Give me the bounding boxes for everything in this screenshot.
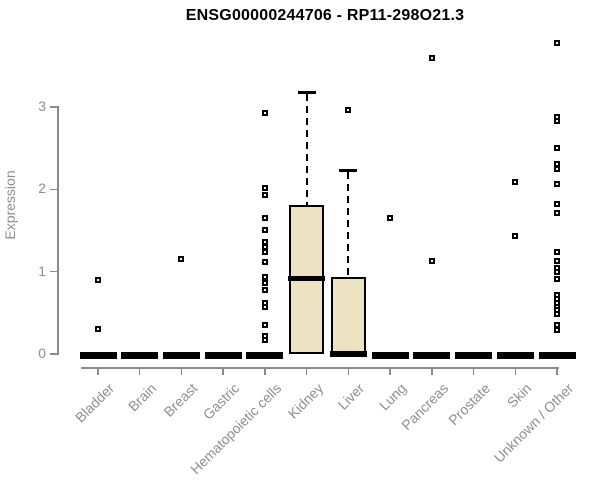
zero-bar — [204, 352, 242, 359]
outlier-point — [261, 184, 268, 191]
x-axis-line — [81, 367, 559, 369]
y-axis-tick — [50, 353, 58, 355]
y-axis-line — [57, 106, 59, 355]
chart-title: ENSG00000244706 - RP11-298O21.3 — [185, 7, 465, 24]
y-axis-tick — [50, 106, 58, 108]
x-axis-tick — [305, 368, 308, 375]
outlier-point — [428, 258, 435, 264]
outlier-point — [95, 276, 101, 283]
outlier-point — [261, 258, 268, 265]
outlier-point — [261, 322, 268, 329]
zero-bar — [413, 352, 451, 359]
outlier-point — [428, 54, 435, 61]
whisker-cap — [297, 90, 316, 94]
outlier-point — [554, 248, 561, 255]
outlier-point — [554, 327, 561, 334]
outlier-point — [261, 215, 268, 222]
x-axis-tick — [97, 368, 99, 375]
x-axis-tick — [264, 368, 266, 375]
x-axis-tick — [556, 368, 558, 375]
x-axis-tick — [180, 368, 183, 375]
outlier-point — [261, 273, 268, 280]
outlier-point — [512, 233, 519, 240]
outlier-point — [261, 192, 268, 199]
outlier-point — [95, 326, 101, 333]
outlier-point — [554, 39, 561, 46]
zero-bar — [79, 352, 117, 359]
outlier-point — [554, 118, 561, 125]
x-axis-tick — [431, 368, 433, 375]
zero-bar — [455, 352, 493, 359]
outlier-point — [261, 109, 268, 116]
outlier-point — [554, 201, 561, 208]
whisker-cap — [339, 168, 358, 172]
outlier-point — [261, 280, 268, 287]
median-line — [288, 275, 326, 281]
zero-bar — [371, 352, 409, 359]
x-axis-tick — [138, 368, 141, 375]
whisker-line — [305, 94, 308, 206]
outlier-point — [261, 304, 268, 311]
outlier-point — [345, 107, 352, 114]
outlier-point — [261, 226, 268, 233]
zero-bar — [538, 352, 576, 359]
outlier-point — [387, 215, 394, 222]
outlier-point — [261, 248, 268, 255]
y-axis-tick — [50, 188, 58, 191]
outlier-point — [554, 180, 561, 187]
outlier-point — [554, 258, 561, 264]
y-tick-label: 0 — [38, 345, 46, 361]
box — [330, 276, 366, 354]
outlier-point — [554, 210, 561, 217]
outlier-point — [554, 276, 561, 283]
zero-bar — [162, 352, 200, 359]
x-axis-tick — [472, 368, 475, 375]
zero-bar — [496, 352, 534, 359]
x-axis-tick — [222, 368, 224, 375]
outlier-point — [554, 310, 561, 317]
x-axis-tick — [389, 368, 391, 375]
y-tick-label: 2 — [38, 180, 46, 197]
outlier-point — [261, 286, 268, 293]
y-tick-label: 3 — [38, 98, 46, 115]
outlier-point — [554, 165, 561, 172]
outlier-point — [512, 178, 519, 185]
whisker-line — [347, 172, 350, 277]
outlier-point — [554, 268, 561, 275]
zero-bar — [121, 352, 159, 359]
median-line — [329, 351, 367, 357]
y-tick-label: 1 — [38, 262, 46, 279]
x-axis-tick — [347, 368, 350, 375]
outlier-point — [178, 256, 185, 263]
x-axis-tick — [514, 368, 517, 375]
outlier-point — [554, 145, 561, 152]
y-axis-tick — [50, 270, 58, 273]
zero-bar — [246, 352, 284, 359]
outlier-point — [261, 337, 268, 343]
